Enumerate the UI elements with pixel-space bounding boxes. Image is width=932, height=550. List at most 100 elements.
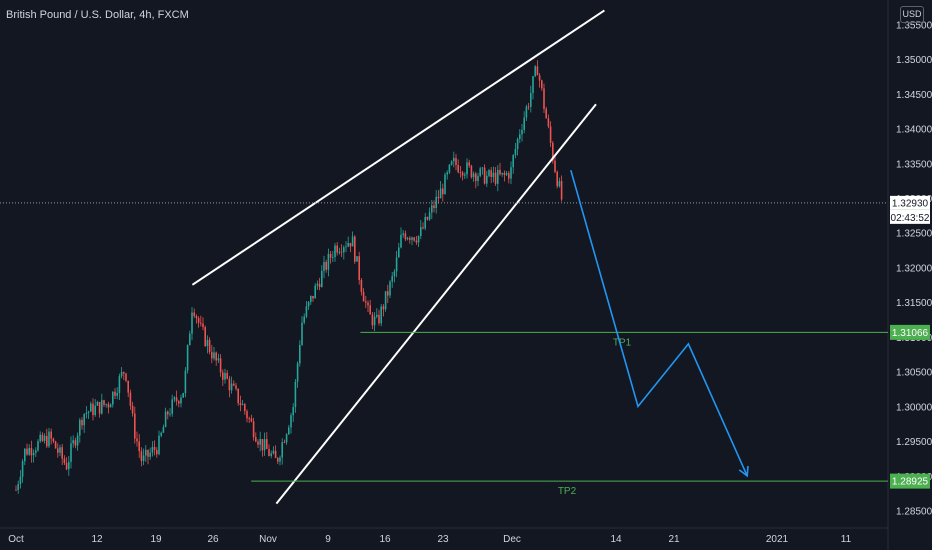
candle-body [164,411,167,428]
candle-body [360,279,363,292]
candle-body [96,401,99,406]
candle-body [59,447,61,453]
candle-body [92,403,94,416]
candle-body [61,447,63,459]
candle-body [307,301,310,307]
candle-body [545,108,547,119]
candle-body [224,372,226,380]
candle-body [149,452,151,457]
candle-body [98,401,101,414]
x-tick-label: 23 [437,534,449,545]
candle-body [94,405,96,416]
candle-body [101,400,103,414]
candle-body [448,164,451,173]
candle-body [257,441,259,445]
candle-body [206,339,209,346]
candle-body [321,270,323,287]
candle-body [65,462,68,470]
tp2-price-badge: 1.28925 [892,477,929,488]
candle-body [107,404,110,408]
candle-body [428,212,431,220]
candle-body [81,419,83,426]
candle-body [343,247,345,253]
candle-body [191,312,193,334]
candle-body [505,173,508,175]
candle-body [76,435,79,446]
candle-body [246,411,248,419]
candle-body [336,245,338,253]
current-price-badge-bg [890,195,930,210]
candle-body [426,216,429,220]
candle-body [422,227,424,229]
candle-body [345,246,347,248]
candle-body [79,419,81,436]
candle-body [50,431,52,439]
candle-body [158,435,160,455]
candle-body [536,66,539,76]
candle-body [153,447,156,450]
candle-body [178,401,180,404]
x-tick-label: 26 [207,534,219,545]
candle-body [316,283,319,286]
candle-body [329,253,332,258]
candle-body [472,173,475,178]
tp1-label: TP1 [613,337,632,348]
candle-body [358,256,360,280]
candle-body [237,388,239,404]
y-tick-label: 1.30500 [896,368,932,379]
candle-body [411,237,413,240]
candle-body [367,302,369,306]
candle-body [103,400,105,405]
candle-body [380,306,382,324]
x-tick-label: 19 [150,534,162,545]
candle-body [481,167,484,169]
candle-body [530,92,532,107]
candle-body [274,450,277,458]
candle-body [338,251,341,253]
x-tick-label: 11 [841,534,852,545]
candle-body [266,439,268,449]
currency-button[interactable]: USD [900,6,924,23]
candle-body [332,257,334,258]
candle-body [193,312,195,317]
candle-body [72,440,74,444]
candle-body [39,434,41,442]
candle-body [369,305,371,315]
candle-body [230,383,233,391]
candle-body [334,245,336,258]
candle-body [241,404,244,406]
candle-body [512,155,514,168]
candle-body [54,441,57,449]
candle-body [68,461,70,470]
candle-body [475,173,477,182]
candle-body [554,160,556,173]
wedge-lower-trendline[interactable] [275,103,597,505]
candle-body [534,66,536,77]
projection-path[interactable] [570,169,748,477]
x-tick-label: Nov [259,534,277,545]
candle-body [186,345,189,371]
candle-body [464,174,466,176]
candle-body [32,452,35,456]
candle-body [373,316,376,326]
candle-body [290,415,292,428]
candle-body [516,138,519,150]
candle-body [417,235,420,243]
candle-body [259,439,261,445]
candle-body [226,372,228,379]
y-tick-label: 1.32500 [896,229,932,240]
candle-body [499,169,501,175]
tp2-price-badge-bg [890,473,930,489]
y-tick-label: 1.31500 [896,298,932,309]
candle-body [46,435,48,447]
candle-body [202,323,204,328]
candle-body [169,413,171,415]
candle-body [492,172,495,177]
countdown-label: 02:43:52 [891,213,930,224]
candle-body [415,240,418,243]
candle-body [503,172,506,175]
wedge-upper-trendline[interactable] [191,9,605,286]
candle-body [173,397,176,400]
